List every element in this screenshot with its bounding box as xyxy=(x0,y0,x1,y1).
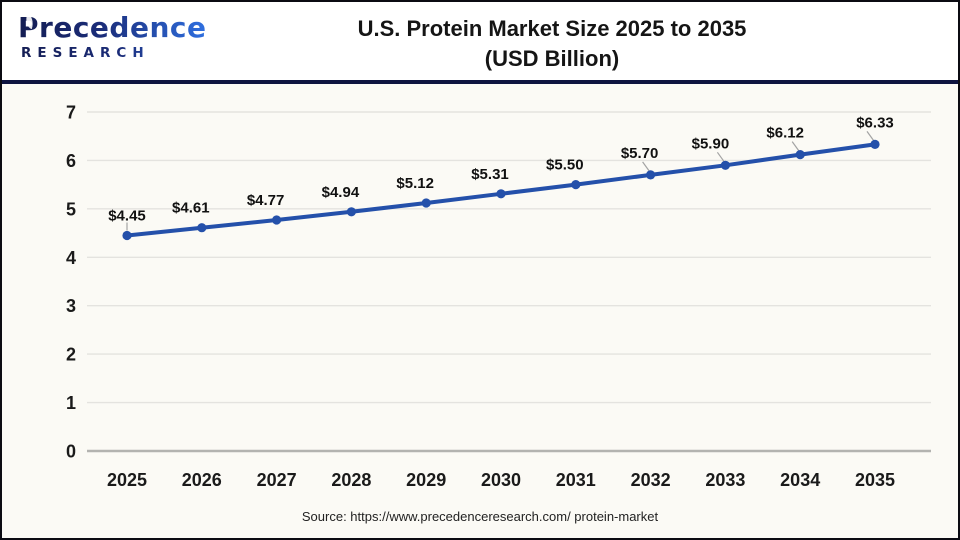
svg-text:$5.50: $5.50 xyxy=(546,157,584,174)
svg-text:3: 3 xyxy=(66,296,76,316)
logo-subtext: RESEARCH xyxy=(18,46,206,61)
svg-text:6: 6 xyxy=(66,151,76,171)
svg-text:2027: 2027 xyxy=(257,470,297,490)
market-chart: 0 1 2 3 4 5 6 7 $4.45 2025 $4.61 2026 $4.77 2027 $4.94… xyxy=(66,103,931,490)
svg-text:$4.45: $4.45 xyxy=(108,208,146,225)
svg-text:$6.33: $6.33 xyxy=(856,114,894,131)
svg-text:0: 0 xyxy=(66,442,76,462)
svg-text:2035: 2035 xyxy=(855,470,895,490)
svg-text:$6.12: $6.12 xyxy=(766,125,804,142)
svg-text:2025: 2025 xyxy=(107,470,147,490)
svg-text:5: 5 xyxy=(66,199,76,219)
svg-text:$4.61: $4.61 xyxy=(172,200,210,217)
svg-text:$5.31: $5.31 xyxy=(471,166,509,183)
svg-text:4: 4 xyxy=(66,248,76,268)
svg-text:2033: 2033 xyxy=(705,470,745,490)
svg-text:1: 1 xyxy=(66,393,76,413)
svg-text:$4.77: $4.77 xyxy=(247,192,285,209)
svg-text:$5.70: $5.70 xyxy=(621,145,659,162)
chart-area: 0 1 2 3 4 5 6 7 $4.45 2025 $4.61 2026 $4.77 2027 $4.94… xyxy=(2,84,958,538)
svg-text:2026: 2026 xyxy=(182,470,222,490)
chart-title: U.S. Protein Market Size 2025 to 2035 (U… xyxy=(172,14,932,74)
svg-text:7: 7 xyxy=(66,103,76,123)
source-text: Source: https://www.precedenceresearch.c… xyxy=(301,509,659,524)
svg-text:2028: 2028 xyxy=(331,470,371,490)
chart-title-line1: U.S. Protein Market Size 2025 to 2035 xyxy=(357,16,747,41)
svg-text:$5.90: $5.90 xyxy=(692,135,730,152)
svg-text:2029: 2029 xyxy=(406,470,446,490)
svg-text:2034: 2034 xyxy=(780,470,820,490)
svg-text:2: 2 xyxy=(66,345,76,365)
precedence-research-logo: Precedence RESEARCH xyxy=(18,14,206,61)
svg-text:2032: 2032 xyxy=(631,470,671,490)
svg-text:2030: 2030 xyxy=(481,470,521,490)
header: Precedence RESEARCH U.S. Protein Market … xyxy=(2,2,958,80)
svg-text:2031: 2031 xyxy=(556,470,596,490)
header-divider xyxy=(2,80,958,84)
logo-wordmark: Precedence xyxy=(18,11,207,44)
svg-text:$4.94: $4.94 xyxy=(322,184,360,201)
svg-text:$5.12: $5.12 xyxy=(396,175,434,192)
chart-title-line2: (USD Billion) xyxy=(484,46,620,71)
